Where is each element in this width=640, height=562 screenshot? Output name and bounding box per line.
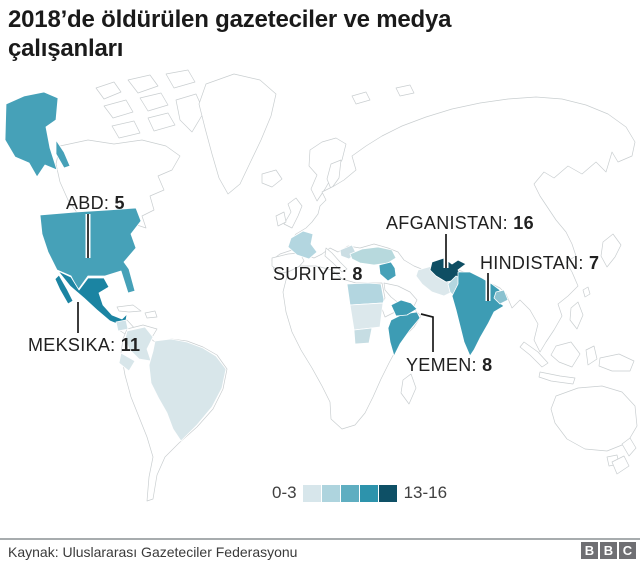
arctic-island bbox=[111, 120, 141, 139]
label-hindistan: HINDISTAN: 7 bbox=[480, 253, 599, 274]
source-text: Kaynak: Uluslararası Gazeteciler Federas… bbox=[8, 544, 298, 560]
arctic-island bbox=[395, 84, 415, 97]
label-meksika-value: 11 bbox=[120, 335, 141, 355]
legend-swatch-5 bbox=[378, 484, 397, 502]
country-taiwan bbox=[582, 286, 591, 298]
sulawesi bbox=[585, 345, 598, 366]
country-australia bbox=[550, 385, 638, 452]
country-ecuador bbox=[118, 352, 136, 372]
eurasia-mainland bbox=[271, 96, 636, 353]
country-guatemala bbox=[115, 319, 129, 332]
country-italy bbox=[324, 247, 348, 273]
sumatra bbox=[519, 341, 549, 368]
label-hindistan-name: HINDISTAN: bbox=[480, 253, 589, 273]
country-japan bbox=[600, 233, 622, 268]
label-yemen-value: 8 bbox=[482, 355, 493, 375]
label-meksika-name: MEKSIKA: bbox=[28, 335, 121, 355]
country-finland bbox=[326, 159, 342, 190]
country-syria bbox=[378, 261, 397, 282]
country-uk bbox=[283, 197, 303, 229]
new-zealand-north bbox=[621, 437, 637, 457]
svalbard bbox=[351, 91, 371, 105]
page-title: 2018’de öldürülen gazeteciler ve medya ç… bbox=[8, 6, 628, 64]
label-yemen-name: YEMEN: bbox=[406, 355, 483, 375]
arctic-island bbox=[95, 81, 122, 100]
label-suriye-name: SURIYE: bbox=[273, 264, 353, 284]
legend-swatch-1 bbox=[302, 484, 321, 502]
country-greenland bbox=[198, 73, 277, 195]
label-afganistan: AFGANISTAN: 16 bbox=[386, 213, 534, 234]
bbc-logo-letter: B bbox=[581, 542, 598, 559]
footer-divider bbox=[0, 538, 640, 540]
label-abd-name: ABD: bbox=[66, 193, 115, 213]
label-meksika: MEKSIKA: 11 bbox=[28, 335, 140, 356]
arctic-island-baffin bbox=[175, 93, 205, 133]
arctic-island bbox=[165, 69, 196, 89]
bbc-logo: B B C bbox=[579, 542, 636, 559]
country-ireland bbox=[275, 211, 287, 227]
country-alaska-panhandle bbox=[55, 139, 71, 169]
country-sudan bbox=[349, 302, 384, 331]
java bbox=[538, 371, 576, 385]
page-title-line2: çalışanları bbox=[8, 34, 124, 62]
leader-line-yemen bbox=[420, 313, 434, 352]
new-guinea bbox=[598, 353, 635, 372]
label-hindistan-value: 7 bbox=[588, 253, 600, 273]
legend-max-label: 13-16 bbox=[403, 483, 448, 502]
legend: 0-3 13-16 bbox=[272, 483, 447, 503]
country-mexico bbox=[57, 270, 128, 328]
hispaniola bbox=[144, 310, 158, 319]
country-yemen bbox=[390, 299, 418, 317]
arctic-island bbox=[139, 92, 169, 112]
label-abd-value: 5 bbox=[114, 193, 125, 213]
borneo bbox=[550, 341, 581, 368]
legend-min-label: 0-3 bbox=[272, 483, 297, 502]
bbc-logo-letter: C bbox=[619, 542, 636, 559]
country-canada bbox=[55, 139, 181, 229]
label-afganistan-value: 16 bbox=[513, 213, 534, 233]
country-mexico-baja bbox=[54, 274, 74, 305]
country-egypt bbox=[346, 282, 385, 306]
country-south-sudan bbox=[353, 327, 373, 345]
legend-swatch-3 bbox=[340, 484, 359, 502]
country-bangladesh bbox=[493, 289, 509, 305]
arctic-island bbox=[103, 99, 134, 119]
label-suriye-value: 8 bbox=[352, 264, 363, 284]
country-philippines bbox=[569, 301, 584, 330]
label-yemen: YEMEN: 8 bbox=[406, 355, 492, 376]
legend-swatch-2 bbox=[321, 484, 340, 502]
label-afganistan-name: AFGANISTAN: bbox=[386, 213, 514, 233]
country-brazil bbox=[148, 338, 227, 442]
country-alaska bbox=[4, 91, 59, 178]
new-zealand-south bbox=[611, 455, 630, 475]
arctic-island bbox=[147, 112, 176, 132]
country-iceland bbox=[261, 169, 283, 188]
page-title-line1: 2018’de öldürülen gazeteciler ve medya bbox=[8, 6, 452, 33]
country-cuba bbox=[116, 304, 142, 313]
legend-swatches bbox=[302, 484, 398, 502]
legend-swatch-4 bbox=[359, 484, 378, 502]
label-suriye: SURIYE: 8 bbox=[273, 264, 363, 285]
bbc-logo-letter: B bbox=[600, 542, 617, 559]
country-france bbox=[287, 230, 318, 260]
country-turkey bbox=[349, 246, 397, 266]
arctic-island bbox=[127, 74, 159, 94]
label-abd: ABD: 5 bbox=[66, 193, 125, 214]
country-madagascar bbox=[400, 373, 417, 405]
